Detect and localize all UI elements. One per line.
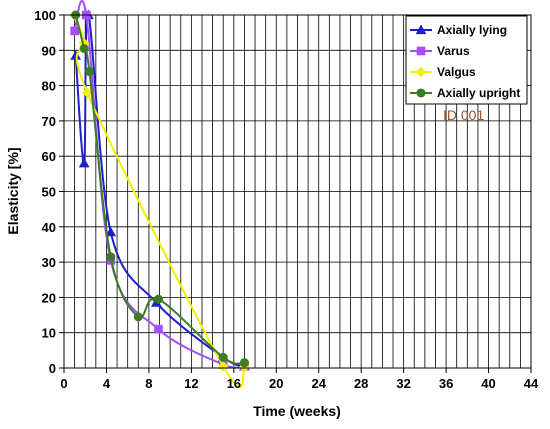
data-point-axially-upright xyxy=(79,43,89,54)
legend-marker-varus xyxy=(416,46,426,56)
x-tick-label: 40 xyxy=(481,376,495,391)
annotation-id: ID 001 xyxy=(443,107,484,123)
data-point-axially-upright xyxy=(133,312,143,322)
y-tick-label: 20 xyxy=(42,290,56,305)
series-lines xyxy=(69,0,250,388)
y-tick-label: 60 xyxy=(42,149,56,164)
x-axis-label: Time (weeks) xyxy=(253,403,341,419)
y-axis-label: Elasticity [%] xyxy=(5,147,21,234)
legend-marker-axially-lying xyxy=(415,24,427,35)
y-tick-label: 70 xyxy=(42,114,56,129)
x-tick-label: 16 xyxy=(227,376,241,391)
legend-marker-valgus xyxy=(415,66,427,78)
y-tick-label: 0 xyxy=(49,361,56,376)
x-tick-label: 20 xyxy=(269,376,283,391)
x-tick-label: 8 xyxy=(145,376,152,391)
legend: Axially lying Varus Valgus Axially upright xyxy=(405,15,528,105)
data-point-varus xyxy=(70,26,79,36)
x-tick-label: 44 xyxy=(524,376,539,391)
y-tick-label: 90 xyxy=(42,43,56,58)
x-tick-label: 36 xyxy=(439,376,453,391)
y-tick-label: 50 xyxy=(42,185,56,200)
x-tick-label: 32 xyxy=(396,376,410,391)
axes: 0 4 8 12 16 20 24 28 32 36 40 44 0 10 20 30 40 50 60 70 80 90… xyxy=(34,8,539,391)
series-axially-upright xyxy=(71,10,249,368)
x-tick-label: 24 xyxy=(311,376,326,391)
legend-label-varus: Varus xyxy=(437,44,470,58)
data-point-varus xyxy=(154,324,163,334)
y-tick-label: 100 xyxy=(34,8,56,23)
x-tick-label: 4 xyxy=(103,376,111,391)
legend-label-axially-lying: Axially lying xyxy=(437,23,507,37)
data-point-axially-upright xyxy=(239,358,249,368)
data-point-axially-upright xyxy=(153,294,164,304)
legend-label-valgus: Valgus xyxy=(437,65,476,79)
y-tick-label: 10 xyxy=(42,326,56,341)
data-point-axially-lying xyxy=(105,226,117,237)
data-point-valgus xyxy=(82,87,93,98)
y-tick-label: 40 xyxy=(42,220,56,235)
data-point-axially-lying xyxy=(78,157,90,168)
data-point-axially-upright xyxy=(218,352,228,362)
x-tick-label: 12 xyxy=(184,376,198,391)
legend-marker-axially-upright xyxy=(416,88,426,98)
data-point-axially-upright xyxy=(84,66,95,77)
x-tick-label: 28 xyxy=(354,376,368,391)
x-tick-label: 0 xyxy=(60,376,67,391)
y-tick-label: 80 xyxy=(42,79,56,94)
y-tick-label: 30 xyxy=(42,255,56,270)
data-point-axially-upright xyxy=(106,252,116,262)
legend-label-axially-upright: Axially upright xyxy=(437,86,520,100)
